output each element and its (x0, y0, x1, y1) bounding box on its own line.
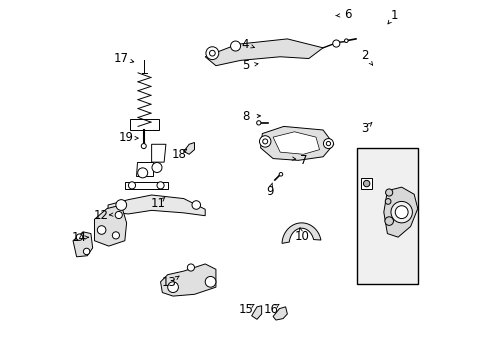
Circle shape (259, 136, 270, 147)
Text: 2: 2 (361, 49, 368, 62)
Text: 5: 5 (242, 59, 249, 72)
Polygon shape (135, 162, 153, 176)
Text: 4: 4 (242, 38, 249, 51)
Text: 12: 12 (93, 209, 108, 222)
Circle shape (116, 200, 126, 210)
Text: 10: 10 (294, 230, 308, 243)
Circle shape (112, 232, 119, 239)
Text: 16: 16 (264, 303, 279, 316)
Circle shape (394, 206, 407, 219)
Polygon shape (151, 144, 165, 162)
Polygon shape (73, 232, 93, 257)
Text: 13: 13 (162, 276, 177, 289)
Circle shape (97, 226, 106, 234)
Circle shape (385, 189, 392, 196)
Text: 3: 3 (361, 122, 368, 135)
Polygon shape (94, 205, 126, 246)
Circle shape (157, 182, 164, 189)
Polygon shape (130, 119, 159, 130)
Circle shape (141, 144, 146, 149)
Circle shape (262, 139, 267, 144)
Polygon shape (272, 132, 319, 154)
Circle shape (325, 141, 330, 146)
Text: 17: 17 (114, 52, 128, 65)
Polygon shape (251, 306, 261, 319)
Circle shape (205, 47, 218, 60)
Text: 15: 15 (238, 303, 253, 316)
Circle shape (385, 199, 390, 204)
Polygon shape (383, 187, 417, 237)
Text: 8: 8 (242, 110, 249, 123)
Text: 7: 7 (299, 154, 306, 167)
Bar (361, 178, 371, 189)
Circle shape (332, 40, 339, 47)
Polygon shape (160, 264, 216, 296)
Text: 14: 14 (72, 231, 87, 244)
Circle shape (76, 234, 82, 240)
Circle shape (128, 182, 135, 189)
Polygon shape (260, 126, 333, 160)
Circle shape (323, 139, 333, 149)
Polygon shape (124, 182, 167, 189)
Circle shape (152, 162, 162, 172)
Polygon shape (108, 195, 205, 216)
Circle shape (230, 41, 240, 51)
Circle shape (363, 180, 369, 187)
Circle shape (205, 276, 216, 287)
Text: 1: 1 (390, 9, 397, 22)
Circle shape (167, 282, 178, 293)
Text: 6: 6 (343, 9, 350, 22)
Text: 9: 9 (265, 185, 273, 198)
Polygon shape (183, 143, 194, 154)
Polygon shape (282, 223, 320, 243)
Polygon shape (272, 307, 287, 320)
Circle shape (187, 264, 194, 271)
Circle shape (390, 202, 411, 223)
Circle shape (256, 121, 261, 125)
Circle shape (384, 217, 393, 225)
Circle shape (138, 168, 147, 178)
Circle shape (209, 50, 215, 56)
Text: 19: 19 (118, 131, 133, 144)
Circle shape (192, 201, 200, 209)
Bar (356, 148, 417, 284)
Circle shape (115, 211, 122, 219)
Circle shape (344, 39, 347, 42)
Polygon shape (205, 39, 323, 66)
Circle shape (279, 172, 282, 176)
Circle shape (83, 248, 90, 255)
Text: 11: 11 (150, 197, 165, 210)
Text: 18: 18 (172, 148, 186, 162)
